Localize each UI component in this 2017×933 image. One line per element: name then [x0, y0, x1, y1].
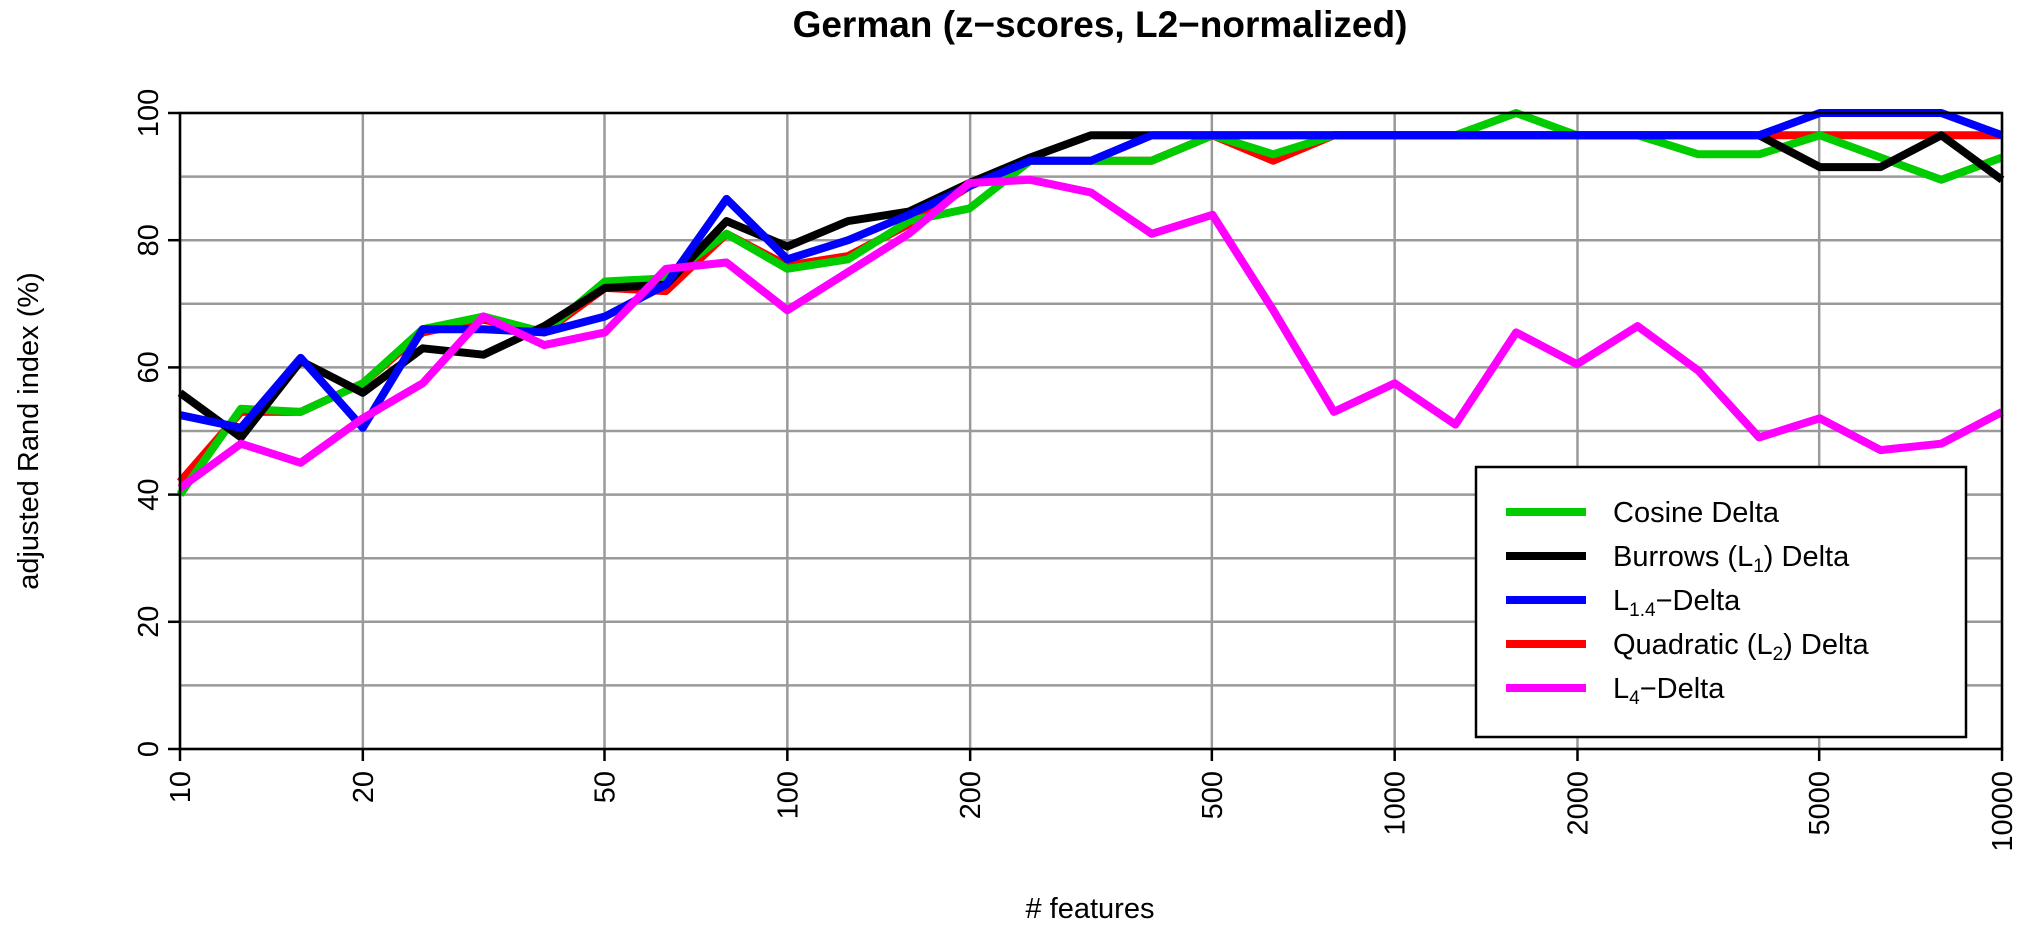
y-tick-label: 0	[133, 741, 165, 757]
chart-title: German (z−scores, L2−normalized)	[793, 4, 1408, 45]
y-tick-label: 100	[133, 89, 165, 137]
legend-label: L1.4−Delta	[1613, 585, 1741, 621]
y-axis-label: adjusted Rand index (%)	[13, 272, 45, 590]
y-axis: 0 20 40 60 80 100	[133, 89, 180, 757]
y-tick-label: 60	[133, 351, 165, 383]
x-tick-label: 5000	[1804, 771, 1836, 836]
x-tick-label: 500	[1197, 771, 1229, 819]
plot-frame	[178, 111, 2004, 751]
x-tick-label: 10000	[1987, 771, 2017, 852]
x-tick-label: 200	[955, 771, 987, 819]
x-tick-label: 50	[590, 771, 622, 803]
y-tick-label: 80	[133, 224, 165, 256]
x-axis: 10 20 50 100 200 500 1000 2000 5000 10000	[165, 749, 2017, 852]
series-line-l4-delta	[177, 175, 2004, 492]
x-tick-label: 1000	[1380, 771, 1412, 836]
legend: Cosine Delta Burrows (L1) Delta L1.4−Delta…	[1474, 465, 1968, 739]
series-line-burrows-l1-delta	[177, 131, 2005, 442]
legend-label: Burrows (L1) Delta	[1613, 541, 1850, 577]
x-tick-label: 10	[165, 771, 197, 803]
legend-label: L4−Delta	[1613, 673, 1725, 709]
series-line-l1-4-delta	[179, 109, 2004, 432]
legend-label: Cosine Delta	[1613, 497, 1780, 529]
x-axis-label: # features	[1026, 893, 1155, 925]
y-tick-label: 40	[133, 478, 165, 510]
legend-label: Quadratic (L2) Delta	[1613, 629, 1869, 665]
x-tick-label: 2000	[1562, 771, 1594, 836]
x-tick-label: 20	[348, 771, 380, 803]
y-tick-label: 20	[133, 606, 165, 638]
series-lines	[176, 109, 2005, 497]
x-tick-label: 100	[772, 771, 804, 819]
